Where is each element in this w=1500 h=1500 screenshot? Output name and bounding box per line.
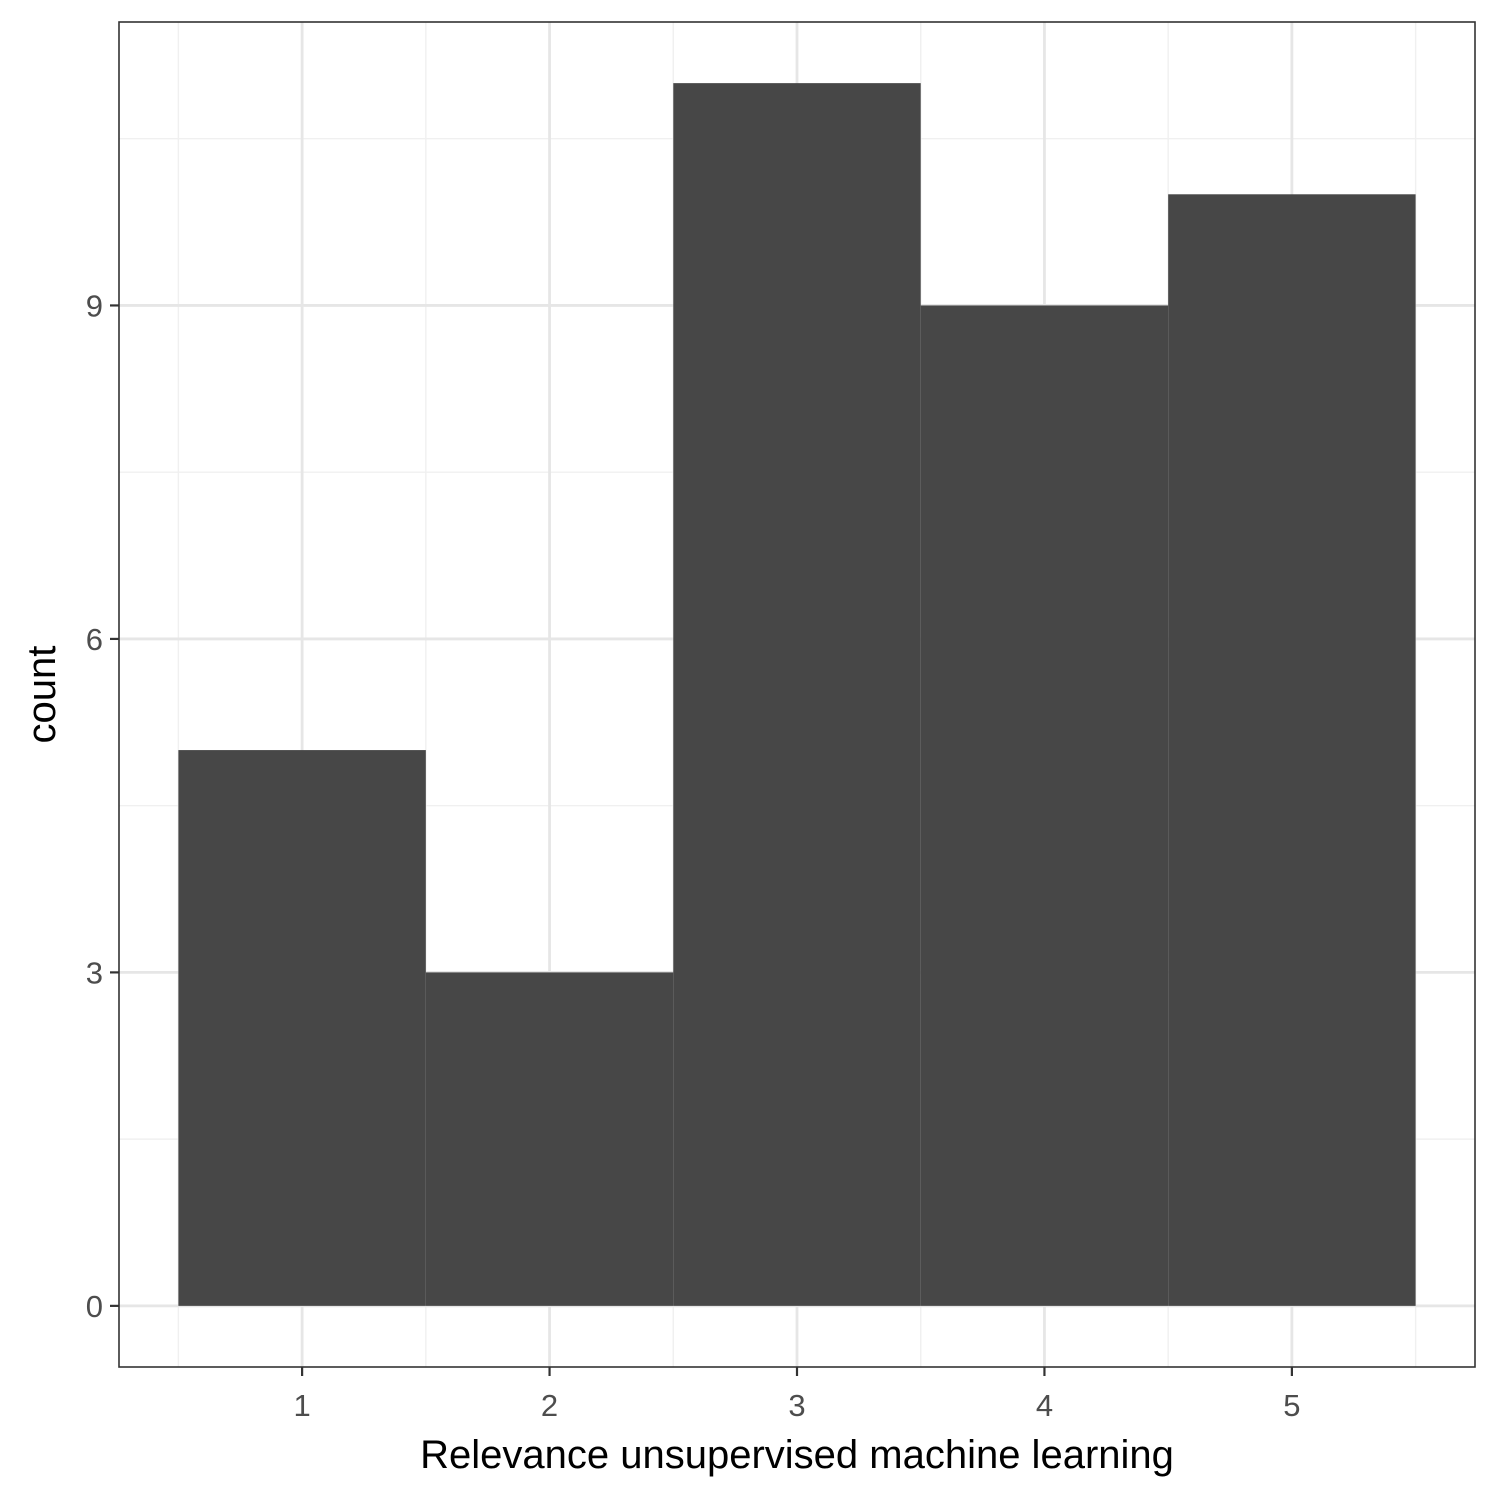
histogram-bar [425, 972, 674, 1306]
y-tick-label: 6 [86, 622, 103, 657]
x-tick-label: 5 [1283, 1388, 1300, 1423]
x-axis-title: Relevance unsupervised machine learning [420, 1433, 1174, 1477]
x-tick-label: 3 [788, 1388, 805, 1423]
y-tick-label: 0 [86, 1289, 103, 1324]
x-tick-label: 1 [293, 1388, 310, 1423]
x-tick-label: 2 [541, 1388, 558, 1423]
histogram-bars [178, 83, 1416, 1306]
histogram-bar [1168, 194, 1416, 1306]
histogram-bar [178, 750, 426, 1306]
y-axis-title: count [20, 646, 64, 744]
x-tick-label: 4 [1036, 1388, 1053, 1423]
y-tick-label: 3 [86, 955, 103, 990]
histogram-bar [673, 83, 921, 1306]
axis-ticks [110, 304, 1293, 1376]
y-tick-label: 9 [86, 288, 103, 323]
histogram-bar [920, 305, 1169, 1306]
x-axis-tick-labels: 1 2 3 4 5 [293, 1388, 1300, 1423]
y-axis-tick-labels: 0 3 6 9 [86, 288, 103, 1323]
